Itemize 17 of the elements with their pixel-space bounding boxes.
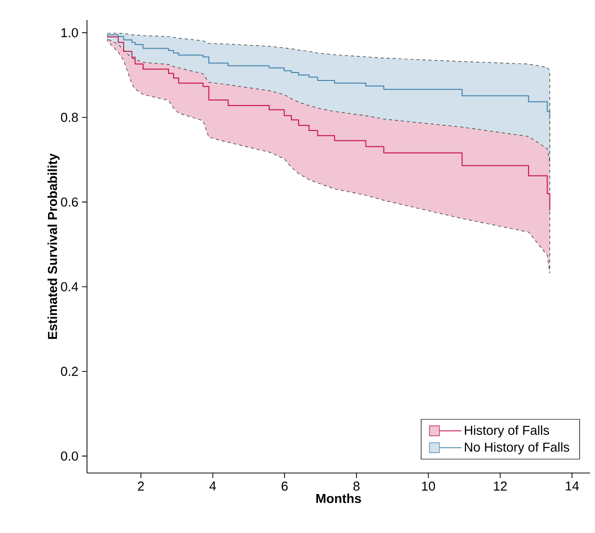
x-tick-label: 10 [422, 482, 436, 491]
y-tick-label: 0.2 [60, 366, 78, 376]
legend-label: No History of Falls [464, 442, 570, 454]
y-tick-label: 0.0 [60, 451, 78, 461]
x-tick-label: 6 [282, 482, 288, 491]
legend-label: History of Falls [464, 425, 550, 438]
y-tick-label: 1.0 [61, 28, 78, 38]
x-tick-label: 4 [209, 482, 216, 490]
x-tick-label: 12 [494, 482, 507, 491]
x-tick-label: 8 [353, 482, 360, 491]
y-tick-label: 0.8 [60, 112, 78, 122]
x-axis-title: Months [316, 494, 361, 504]
y-axis-title: Estimated Survival Probability [48, 153, 60, 339]
y-tick-label: 0.4 [60, 282, 78, 292]
x-tick-label: 14 [566, 482, 579, 490]
y-tick-label: 0.6 [60, 197, 78, 207]
x-tick-label: 2 [138, 482, 144, 491]
